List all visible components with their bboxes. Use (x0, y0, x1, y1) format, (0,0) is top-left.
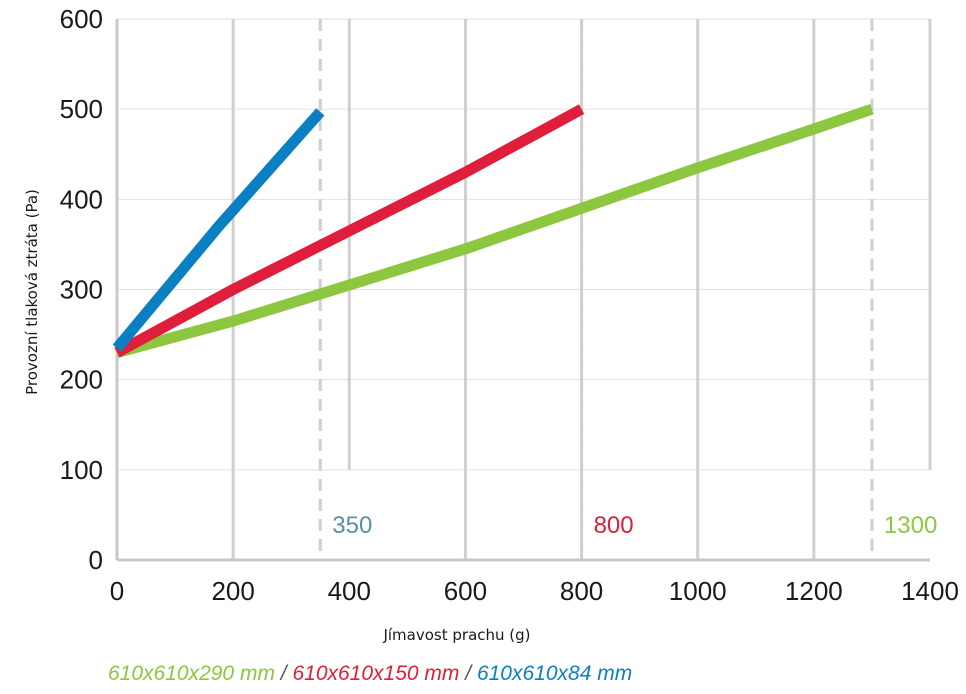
x-axis-title: Jímavost prachu (g) (382, 626, 530, 644)
legend-item-150: 610x610x150 mm (292, 662, 460, 685)
y-tick-label: 100 (60, 455, 103, 485)
y-tick-label: 600 (60, 4, 103, 34)
x-tick-label: 200 (211, 576, 254, 606)
axes (115, 19, 930, 562)
y-tick-label: 400 (60, 184, 103, 214)
tick-labels: 0 200 400 600 800 1000 1200 1400 0 100 200 300 400 50… (60, 4, 959, 606)
series-lines (112, 103, 874, 358)
y-tick-label: 200 (60, 365, 103, 395)
legend-separator: / (465, 662, 472, 685)
y-axis-title: Provozní tlaková ztráta (Pa) (23, 189, 41, 395)
series-line-1 (114, 104, 585, 358)
legend-item-84: 610x610x84 mm (476, 662, 633, 685)
x-tick-label: 0 (110, 576, 124, 606)
legend-item-290: 610x610x290 mm (108, 662, 275, 685)
x-tick-label: 1400 (901, 576, 959, 606)
series-line-0 (115, 103, 874, 358)
y-tick-label: 300 (60, 275, 103, 305)
legend-separator: / (280, 662, 287, 685)
x-tick-label: 800 (560, 576, 603, 606)
x-tick-label: 1000 (669, 576, 727, 606)
x-tick-label: 600 (444, 576, 487, 606)
x-tick-label: 1200 (785, 576, 843, 606)
x-tick-label: 400 (328, 576, 371, 606)
capacity-marker-label: 800 (594, 512, 634, 539)
capacity-marker-label: 350 (332, 512, 372, 539)
capacity-marker-label: 1300 (884, 512, 937, 539)
y-tick-label: 500 (60, 94, 103, 124)
series-line-2 (112, 108, 325, 352)
y-tick-label: 0 (89, 545, 103, 575)
legend: 610x610x290 mm / 610x610x150 mm / 610x61… (108, 662, 632, 686)
